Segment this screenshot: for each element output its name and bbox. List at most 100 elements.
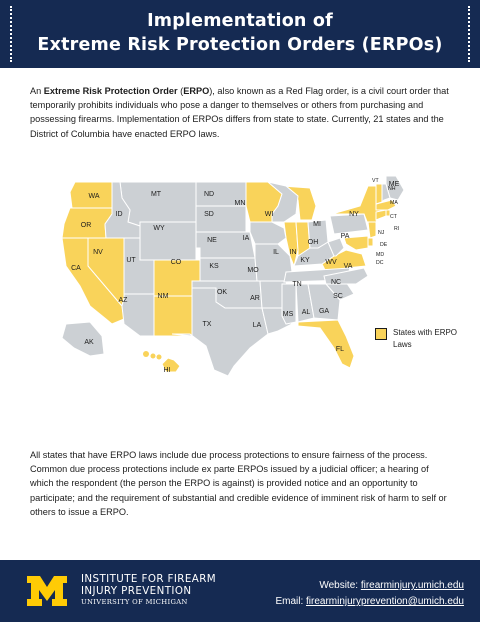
state-az [121,293,155,337]
state-label-la: LA [253,322,262,329]
org-line2: INJURY PREVENTION [81,585,192,597]
state-label-ma: MA [390,200,398,206]
state-label-ok: OK [217,289,227,296]
state-pa [329,213,369,235]
state-label-al: AL [302,309,311,316]
header-banner: Implementation of Extreme Risk Protectio… [0,0,480,68]
org-name: INSTITUTE FOR FIREARM INJURY PREVENTION … [81,573,216,607]
state-label-ak: AK [84,339,94,346]
state-wy [139,221,197,261]
state-label-ct: CT [390,214,398,220]
state-mt [119,181,197,227]
state-label-sd: SD [204,211,214,218]
state-label-vt: VT [372,178,379,184]
intro-paragraph: An Extreme Risk Protection Order (ERPO),… [30,84,454,141]
dotted-border-right [468,6,470,62]
page-title: Implementation of Extreme Risk Protectio… [20,9,460,57]
state-ia [249,221,287,245]
state-oh [307,219,329,249]
state-ga [307,283,341,321]
state-label-az: AZ [119,297,129,304]
state-label-nd: ND [204,191,214,198]
state-label-il: IL [273,249,279,256]
state-hi [161,357,181,373]
state-label-wi: WI [265,211,274,218]
state-label-mi: MI [313,221,321,228]
state-label-ar: AR [250,295,260,302]
state-ma [375,199,397,211]
state-nc [323,267,369,285]
state-label-ri: RI [394,226,399,232]
state-label-ny: NY [349,211,359,218]
state-label-me: ME [389,181,400,188]
state-label-nh: NH [388,186,396,192]
state-label-ne: NE [207,237,217,244]
contact-info: Website: firearminjury.umich.edu Email: … [275,578,464,610]
state-label-wa: WA [88,193,99,200]
state-label-wv: WV [325,259,337,266]
state-label-tn: TN [292,281,301,288]
state-label-sc: SC [333,293,343,300]
state-label-ca: CA [71,265,81,272]
state-tx [171,287,269,377]
state-ms [281,283,297,325]
state-md [343,235,369,251]
website-link[interactable]: firearminjury.umich.edu [360,580,464,591]
legend-swatch-erpo [375,328,387,340]
state-label-ms: MS [283,311,294,318]
org-line1: INSTITUTE FOR FIREARM [81,573,217,585]
state-label-mo: MO [247,267,259,274]
state-nm [153,295,193,337]
state-label-in: IN [290,249,297,256]
state-nh [381,183,391,204]
page-title-line2: Extreme Risk Protection Orders (ERPOs) [37,35,443,55]
dotted-border-left [10,6,12,62]
outro-paragraph: All states that have ERPO laws include d… [30,450,447,517]
hawaii-island-3 [156,354,162,360]
intro-rest: ), also known as a Red Flag order, is a … [30,86,449,139]
state-vt [375,183,383,205]
state-label-mt: MT [151,191,162,198]
page-title-line1: Implementation of [147,11,333,31]
state-ak [61,321,105,357]
state-label-nv: NV [93,249,103,256]
michigan-logo-icon: M [27,576,67,606]
hawaii-island-1 [143,351,149,357]
state-label-md: MD [376,252,384,258]
email-link[interactable]: firearminjuryprevention@umich.edu [306,596,464,607]
org-line3: UNIVERSITY OF MICHIGAN [81,598,188,606]
email-row: Email: firearminjuryprevention@umich.edu [275,594,464,610]
hawaii-island-2 [150,353,156,359]
state-label-fl: FL [336,346,344,353]
state-label-tx: TX [203,321,212,328]
state-label-ga: GA [319,308,329,315]
state-label-id: ID [116,211,123,218]
state-label-pa: PA [341,233,350,240]
intro-abbr: ERPO [183,86,210,96]
state-label-co: CO [171,259,182,266]
state-label-nj: NJ [378,230,385,236]
state-nj [367,221,377,239]
state-label-or: OR [81,222,92,229]
state-label-oh: OH [308,239,319,246]
state-label-hi: HI [164,367,171,374]
state-fl [297,319,355,369]
state-wi [267,181,299,223]
states-layer [61,176,405,377]
legend-label: States with ERPO Laws [393,328,458,349]
state-ct [375,209,387,221]
state-label-dc: DC [376,260,384,266]
state-label-wy: WY [153,225,165,232]
us-map: WA OR CA NV CO NM MN IL IN MI NY VA DE MD NJ CT RI MA VT FL… [61,176,405,377]
intro-lead: An [30,86,44,96]
state-label-ky: KY [300,257,310,264]
website-row: Website: firearminjury.umich.edu [275,578,464,594]
state-label-de: DE [380,242,388,248]
state-de [367,237,374,247]
state-sd [195,205,247,233]
state-wv [327,237,345,257]
state-label-ut: UT [126,257,136,264]
email-label: Email: [275,596,306,607]
state-label-mn: MN [235,200,246,207]
state-label-nm: NM [158,293,169,300]
